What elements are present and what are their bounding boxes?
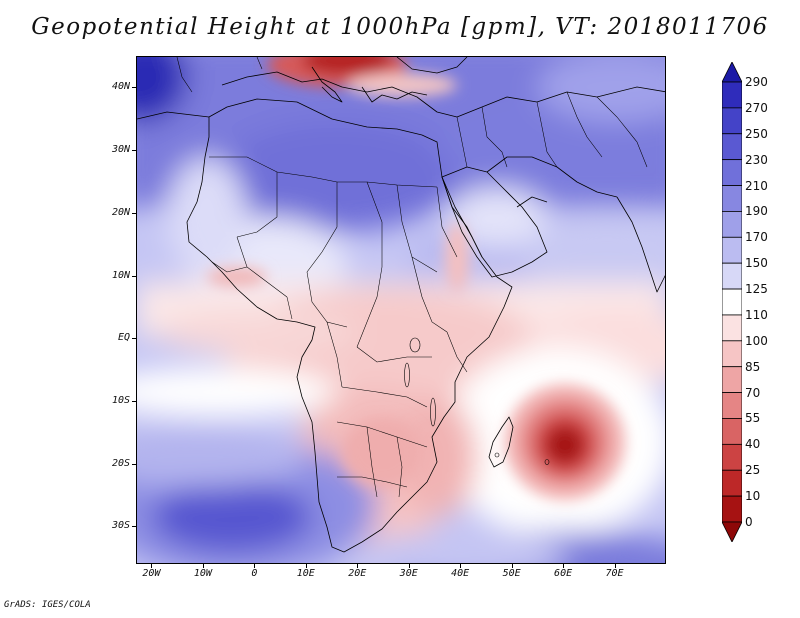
x-tick <box>408 564 410 568</box>
y-tick <box>132 150 136 152</box>
colorbar-swatch <box>722 262 742 290</box>
y-tick-label: 30N <box>111 144 130 156</box>
colorbar-level-label: 210 <box>745 178 768 193</box>
colorbar-level-label: 85 <box>745 359 761 374</box>
y-tick <box>132 87 136 89</box>
colorbar-swatch <box>722 443 742 471</box>
lakes <box>404 337 550 465</box>
x-tick <box>254 564 256 568</box>
x-tick-label: 20W <box>142 568 161 579</box>
colorbar-level-label: 170 <box>745 230 768 245</box>
colorbar-level-label: 0 <box>745 515 753 529</box>
colorbar-swatch <box>722 392 742 419</box>
country-borders <box>176 57 648 498</box>
colorbar-level-label: 290 <box>745 75 768 89</box>
x-tick <box>151 564 153 568</box>
credit-text: GrADS: IGES/COLA <box>4 600 91 610</box>
x-tick-label: 70E <box>605 568 624 579</box>
x-tick-label: 50E <box>502 568 521 579</box>
x-tick <box>460 564 462 568</box>
colorbar-swatch <box>722 159 742 186</box>
colorbar <box>722 62 742 542</box>
colorbar-swatch <box>722 236 742 264</box>
colorbar-swatch <box>722 340 742 368</box>
colorbar-swatch <box>722 469 742 497</box>
colorbar-level-label: 250 <box>745 126 768 141</box>
colorbar-level-label: 70 <box>745 385 761 400</box>
y-tick <box>132 212 136 214</box>
y-tick-label: 10N <box>111 269 130 281</box>
colorbar-level-label: 40 <box>745 437 761 452</box>
colorbar-swatch <box>722 185 742 212</box>
colorbar-level-label: 25 <box>745 463 761 478</box>
colorbar-level-label: 10 <box>745 489 761 504</box>
colorbar-swatch <box>722 81 742 109</box>
x-tick <box>202 564 204 568</box>
y-tick <box>132 400 136 402</box>
colorbar-level-label: 55 <box>745 411 761 426</box>
colorbar-bottom-arrow <box>722 521 742 542</box>
y-tick-label: 20N <box>111 206 130 218</box>
y-tick <box>132 526 136 528</box>
x-tick <box>511 564 513 568</box>
colorbar-top-arrow <box>722 62 742 83</box>
y-tick <box>132 338 136 340</box>
colorbar-swatch <box>722 366 742 393</box>
x-tick-label: 10E <box>296 568 315 579</box>
y-tick-label: 20S <box>111 457 130 469</box>
colorbar-swatch <box>722 107 742 135</box>
y-tick-label: 40N <box>111 81 130 93</box>
x-tick-label: 0 <box>251 568 258 579</box>
y-tick <box>132 463 136 465</box>
coastlines <box>137 57 665 553</box>
y-tick <box>132 275 136 277</box>
colorbar-swatch <box>722 314 742 342</box>
x-tick <box>357 564 359 568</box>
x-tick-label: 60E <box>554 568 573 579</box>
y-tick-label: 30S <box>111 520 130 532</box>
colorbar-level-label: 100 <box>745 333 768 348</box>
colorbar-level-label: 270 <box>745 100 768 115</box>
colorbar-level-label: 230 <box>745 152 768 167</box>
y-tick-label: EQ <box>117 332 130 344</box>
x-tick <box>563 564 565 568</box>
colorbar-swatch <box>722 133 742 161</box>
colorbar-swatch <box>722 418 742 445</box>
colorbar-level-label: 190 <box>745 204 768 219</box>
x-tick-label: 20E <box>348 568 367 579</box>
colorbar-swatch <box>722 288 742 316</box>
map-plot <box>137 57 665 563</box>
colorbar-swatch <box>722 211 742 238</box>
x-tick <box>614 564 616 568</box>
x-tick <box>305 564 307 568</box>
y-tick-label: 10S <box>111 394 130 406</box>
x-tick-label: 30E <box>399 568 418 579</box>
x-tick-label: 40E <box>451 568 470 579</box>
colorbar-level-label: 150 <box>745 256 768 271</box>
chart-title: Geopotential Height at 1000hPa [gpm], VT… <box>31 14 769 40</box>
map-frame <box>136 56 666 564</box>
colorbar-level-label: 110 <box>745 307 768 322</box>
colorbar-level-label: 125 <box>745 282 768 297</box>
colorbar-swatch <box>722 495 742 523</box>
x-tick-label: 10W <box>193 568 212 579</box>
